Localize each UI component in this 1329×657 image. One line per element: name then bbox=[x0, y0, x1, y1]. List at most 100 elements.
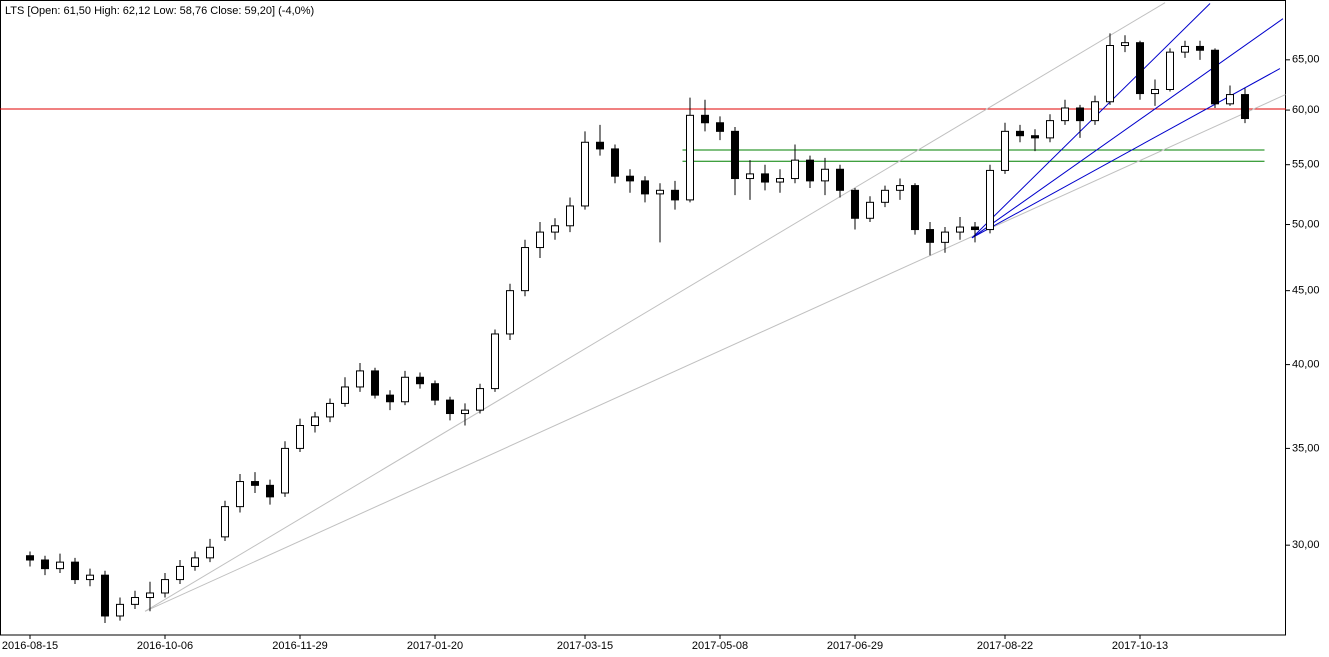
x-tick-label: 2016-08-15 bbox=[2, 640, 58, 652]
x-tick-label: 2016-11-29 bbox=[272, 640, 327, 652]
x-tick-label: 2017-08-22 bbox=[977, 640, 1033, 652]
candle-body bbox=[776, 178, 784, 183]
candle-body bbox=[1196, 45, 1204, 51]
candle-body bbox=[86, 574, 94, 581]
candle-body bbox=[881, 189, 889, 203]
candle-body bbox=[896, 185, 904, 191]
x-tick-label: 2017-06-29 bbox=[827, 640, 883, 652]
candle-body bbox=[476, 388, 484, 411]
candle-body bbox=[386, 394, 394, 403]
y-tick-label: 60,00 bbox=[1292, 104, 1320, 116]
candle-body bbox=[941, 231, 949, 243]
candle-body bbox=[41, 559, 49, 570]
trend-line bbox=[971, 68, 1281, 239]
candle-body bbox=[71, 561, 79, 581]
candle-body bbox=[326, 402, 334, 418]
candle-body bbox=[596, 141, 604, 150]
candle-body bbox=[251, 481, 259, 486]
y-tick-label: 50,00 bbox=[1292, 218, 1320, 230]
candle-body bbox=[656, 189, 664, 195]
candle-body bbox=[371, 370, 379, 396]
candle-body bbox=[236, 481, 244, 508]
candle-body bbox=[956, 226, 964, 233]
candle-body bbox=[746, 173, 754, 180]
candle-body bbox=[341, 386, 349, 404]
candle-body bbox=[116, 603, 124, 617]
candle-body bbox=[356, 370, 364, 388]
candle-body bbox=[1016, 130, 1024, 137]
candle-body bbox=[671, 189, 679, 201]
y-tick-label: 30,00 bbox=[1292, 539, 1320, 551]
candle-body bbox=[161, 579, 169, 594]
candle-body bbox=[1106, 45, 1114, 103]
candle-body bbox=[131, 597, 139, 605]
candle-body bbox=[416, 376, 424, 385]
candle-body bbox=[506, 290, 514, 335]
candle-body bbox=[446, 399, 454, 415]
candle-body bbox=[1046, 120, 1054, 139]
candle-body bbox=[206, 546, 214, 559]
candle-body bbox=[191, 557, 199, 567]
candle-body bbox=[1061, 107, 1069, 122]
candle-body bbox=[1031, 135, 1039, 139]
y-tick-label: 40,00 bbox=[1292, 358, 1320, 370]
candle-body bbox=[521, 247, 529, 292]
candle-body bbox=[701, 114, 709, 124]
x-tick-label: 2017-01-20 bbox=[407, 640, 463, 652]
candle-body bbox=[581, 141, 589, 207]
candle-body bbox=[536, 231, 544, 249]
x-tick-label: 2017-10-13 bbox=[1112, 640, 1168, 652]
candle-body bbox=[551, 225, 559, 233]
candle-body bbox=[1181, 45, 1189, 53]
candle-body bbox=[1166, 51, 1174, 90]
y-tick-label: 65,00 bbox=[1292, 54, 1320, 66]
candle-body bbox=[311, 416, 319, 427]
candle-body bbox=[761, 173, 769, 183]
y-tick-label: 55,00 bbox=[1292, 159, 1320, 171]
candle-body bbox=[56, 561, 64, 570]
candle-body bbox=[296, 425, 304, 449]
candle-body bbox=[986, 169, 994, 231]
candle-body bbox=[461, 409, 469, 415]
candle-body bbox=[731, 130, 739, 180]
candle-body bbox=[401, 376, 409, 403]
candle-body bbox=[1001, 130, 1009, 171]
plot-frame bbox=[0, 0, 1286, 636]
trend-line bbox=[144, 94, 1286, 612]
x-tick-label: 2016-10-06 bbox=[137, 640, 193, 652]
plot-area bbox=[0, 2, 1286, 624]
candle-body bbox=[836, 168, 844, 191]
candle-body bbox=[611, 148, 619, 177]
candle-body bbox=[1091, 101, 1099, 122]
candle-body bbox=[806, 159, 814, 182]
candle-body bbox=[626, 175, 634, 182]
candle-body bbox=[431, 383, 439, 401]
candle-body bbox=[851, 189, 859, 219]
x-tick-label: 2017-03-15 bbox=[557, 640, 613, 652]
candle-body bbox=[176, 565, 184, 581]
candle-body bbox=[26, 555, 34, 561]
candle-body bbox=[146, 592, 154, 599]
chart-title: LTS [Open: 61,50 High: 62,12 Low: 58,76 … bbox=[5, 5, 314, 17]
candle-body bbox=[281, 447, 289, 494]
candle-body bbox=[491, 333, 499, 390]
candle-body bbox=[1211, 49, 1219, 105]
candle-body bbox=[566, 205, 574, 227]
trend-line bbox=[144, 2, 1166, 612]
candle-body bbox=[1121, 42, 1129, 47]
candle-body bbox=[1136, 42, 1144, 95]
trend-line bbox=[971, 18, 1284, 239]
x-tick-label: 2017-05-08 bbox=[692, 640, 748, 652]
candle-body bbox=[1151, 88, 1159, 95]
y-tick-label: 45,00 bbox=[1292, 285, 1320, 297]
candle-body bbox=[266, 484, 274, 498]
candle-body bbox=[911, 185, 919, 231]
candle-body bbox=[686, 114, 694, 201]
candle-body bbox=[866, 201, 874, 219]
candle-body bbox=[101, 574, 109, 617]
candle-body bbox=[221, 506, 229, 538]
candle-body bbox=[821, 168, 829, 182]
y-tick-label: 35,00 bbox=[1292, 442, 1320, 454]
candle-body bbox=[1241, 94, 1249, 119]
